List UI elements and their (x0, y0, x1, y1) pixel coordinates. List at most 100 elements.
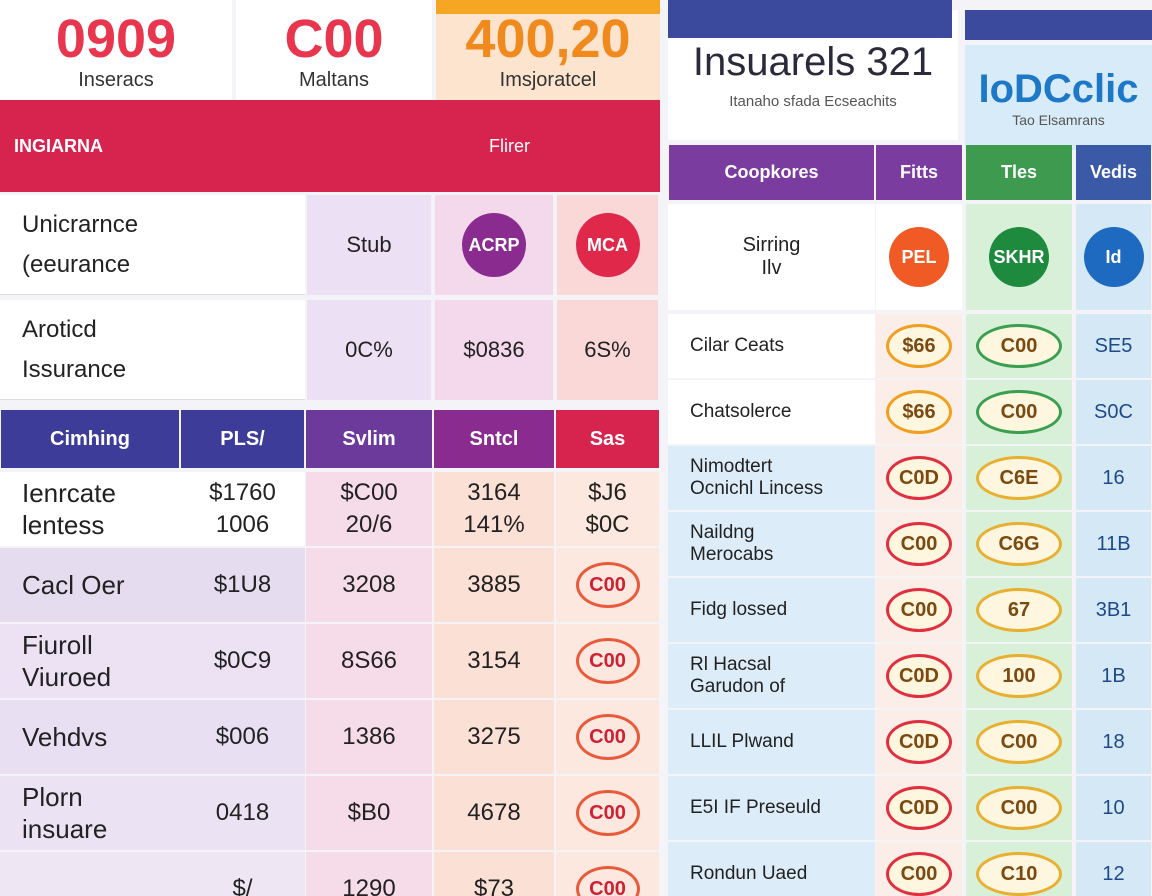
right-cell-value: C6E (976, 456, 1062, 500)
stat-card: 400,20 Imsjoratcel (436, 0, 660, 100)
brand-subtitle: Tao Elsamrans (1012, 112, 1105, 128)
right-cell: $66 (876, 380, 962, 444)
cell-value: 1006 (215, 511, 270, 538)
feature-cell: 6S% (557, 300, 658, 400)
stat-card: 0909 Inseracs (0, 0, 232, 100)
right-cell: C00 (876, 842, 962, 896)
table-cell: 3164 141% (434, 472, 554, 546)
cell-value: $1U8 (213, 571, 272, 598)
right-cell: C0D (876, 446, 962, 510)
stat-label: Maltans (298, 68, 370, 91)
stat-label: Inseracs (78, 68, 154, 91)
right-row-label: Nimodtert Ocnichl Lincess (668, 446, 875, 510)
cell-value: C00 (575, 866, 640, 896)
feature-badge: ACRP (462, 213, 526, 277)
feature-label: Aroticd Issurance (0, 300, 305, 400)
cell-value: $0C (585, 511, 630, 538)
feature-cell-text: 6S% (584, 337, 631, 362)
right-row-label: Fidg lossed (668, 578, 875, 642)
feature-cell-text: 0C% (345, 337, 393, 362)
cell-value: $1760 (209, 479, 276, 506)
table-header: Svlim (306, 410, 432, 468)
cell-value: 3275 (467, 723, 521, 750)
cell-value: $C00 (340, 479, 398, 506)
right-column-title: Coopkores (724, 162, 819, 182)
right-row-label: LLIL Plwand (668, 710, 875, 774)
blue-strip (668, 0, 952, 38)
right-cell: 67 (966, 578, 1072, 642)
right-cell-value: C00 (886, 852, 952, 896)
icon-row-label: Sirring Ilv (668, 204, 875, 310)
right-column-title: Vedis (1089, 162, 1138, 182)
icon-badge: SKHR (989, 227, 1049, 287)
right-cell: SE5 (1076, 314, 1151, 378)
feature-label-line: (eeurance (22, 250, 131, 278)
table-cell: C00 (556, 852, 659, 896)
table-cell: C00 (556, 776, 659, 850)
right-cell: 18 (1076, 710, 1151, 774)
cell-value: $/ (232, 875, 253, 896)
cell-value: $0C9 (213, 647, 272, 674)
right-cell-value: C10 (976, 852, 1062, 896)
right-cell-value: 100 (976, 654, 1062, 698)
icon-badge: Id (1083, 227, 1144, 287)
right-cell: C00 (966, 380, 1072, 444)
right-cell: C0D (876, 644, 962, 708)
cell-value: 3154 (467, 647, 521, 674)
right-cell: C00 (966, 776, 1072, 840)
table-header: PLS/ (181, 410, 304, 468)
right-cell: 12 (1076, 842, 1151, 896)
table-cell: $0C9 (181, 624, 304, 698)
cell-value: 1290 (342, 875, 396, 896)
column-header: PLS/ (220, 427, 265, 450)
feature-label-line: Aroticd (22, 315, 97, 343)
right-column-header: Fitts (876, 145, 962, 200)
feature-cell: ACRP (435, 195, 553, 295)
table-cell: $73 (434, 852, 554, 896)
right-cell-value: C0D (886, 720, 952, 764)
section-right: Flirer (489, 135, 530, 156)
right-cell-value: 3B1 (1095, 598, 1132, 621)
icon-cell: Id (1076, 204, 1151, 310)
right-column-title: Fitts (900, 162, 938, 182)
table-cell: 3885 (434, 548, 554, 622)
right-cell-value: C00 (976, 720, 1062, 764)
right-cell-value: 16 (1102, 466, 1125, 489)
right-cell: C00 (966, 710, 1072, 774)
stat-value: 0909 (55, 8, 177, 69)
row-label-line: insuare (22, 814, 108, 844)
right-cell-value: C0D (886, 456, 952, 500)
brand-card: IoDCclic Tao Elsamrans (965, 45, 1152, 150)
right-cell: S0C (1076, 380, 1151, 444)
right-cell-value: C0D (886, 654, 952, 698)
right-row-label-line: Naildng (690, 522, 755, 543)
right-cell-value: 11B (1096, 532, 1131, 555)
cell-value: 3208 (342, 571, 396, 598)
table-cell: C00 (556, 548, 659, 622)
right-row-label-line: Cilar Ceats (690, 335, 784, 356)
row-label-line: Vehdvs (22, 722, 108, 752)
row-label-line: Fiuroll (22, 630, 93, 660)
right-row-label: Naildng Merocabs (668, 512, 875, 576)
table-cell: $B0 (306, 776, 432, 850)
right-cell: 3B1 (1076, 578, 1151, 642)
table-cell: $C00 20/6 (306, 472, 432, 546)
right-cell: C6G (966, 512, 1072, 576)
cell-value: 141% (463, 511, 525, 538)
stat-value: 400,20 (465, 8, 631, 69)
right-cell: C0D (876, 710, 962, 774)
cell-value: C00 (575, 790, 640, 836)
cell-value: C00 (575, 638, 640, 684)
stat-card: C00 Maltans (236, 0, 432, 100)
right-cell-value: $66 (886, 390, 952, 434)
right-row-label: E5I IF Preseuld (668, 776, 875, 840)
table-cell: C00 (556, 700, 659, 774)
right-cell: C00 (876, 578, 962, 642)
icon-badge: PEL (889, 227, 949, 287)
row-label-line: Ienrcate (22, 478, 116, 508)
cell-value: 0418 (215, 799, 270, 826)
right-cell-value: 10 (1102, 796, 1125, 819)
right-cell-value: S0C (1094, 400, 1133, 423)
right-title: Insuarels 321 (692, 40, 934, 84)
